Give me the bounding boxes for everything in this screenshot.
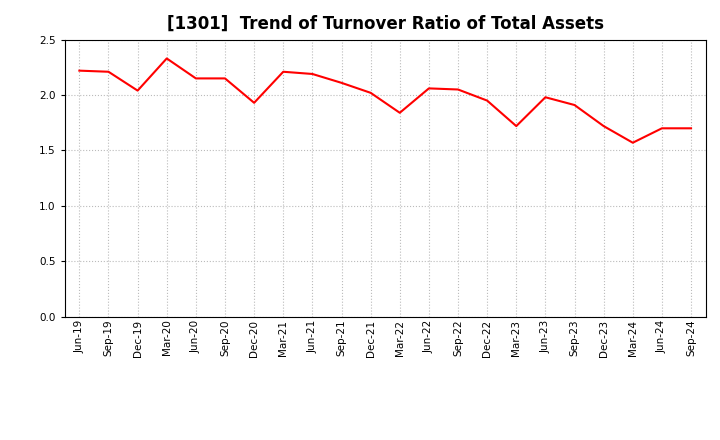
Title: [1301]  Trend of Turnover Ratio of Total Assets: [1301] Trend of Turnover Ratio of Total …: [167, 15, 603, 33]
